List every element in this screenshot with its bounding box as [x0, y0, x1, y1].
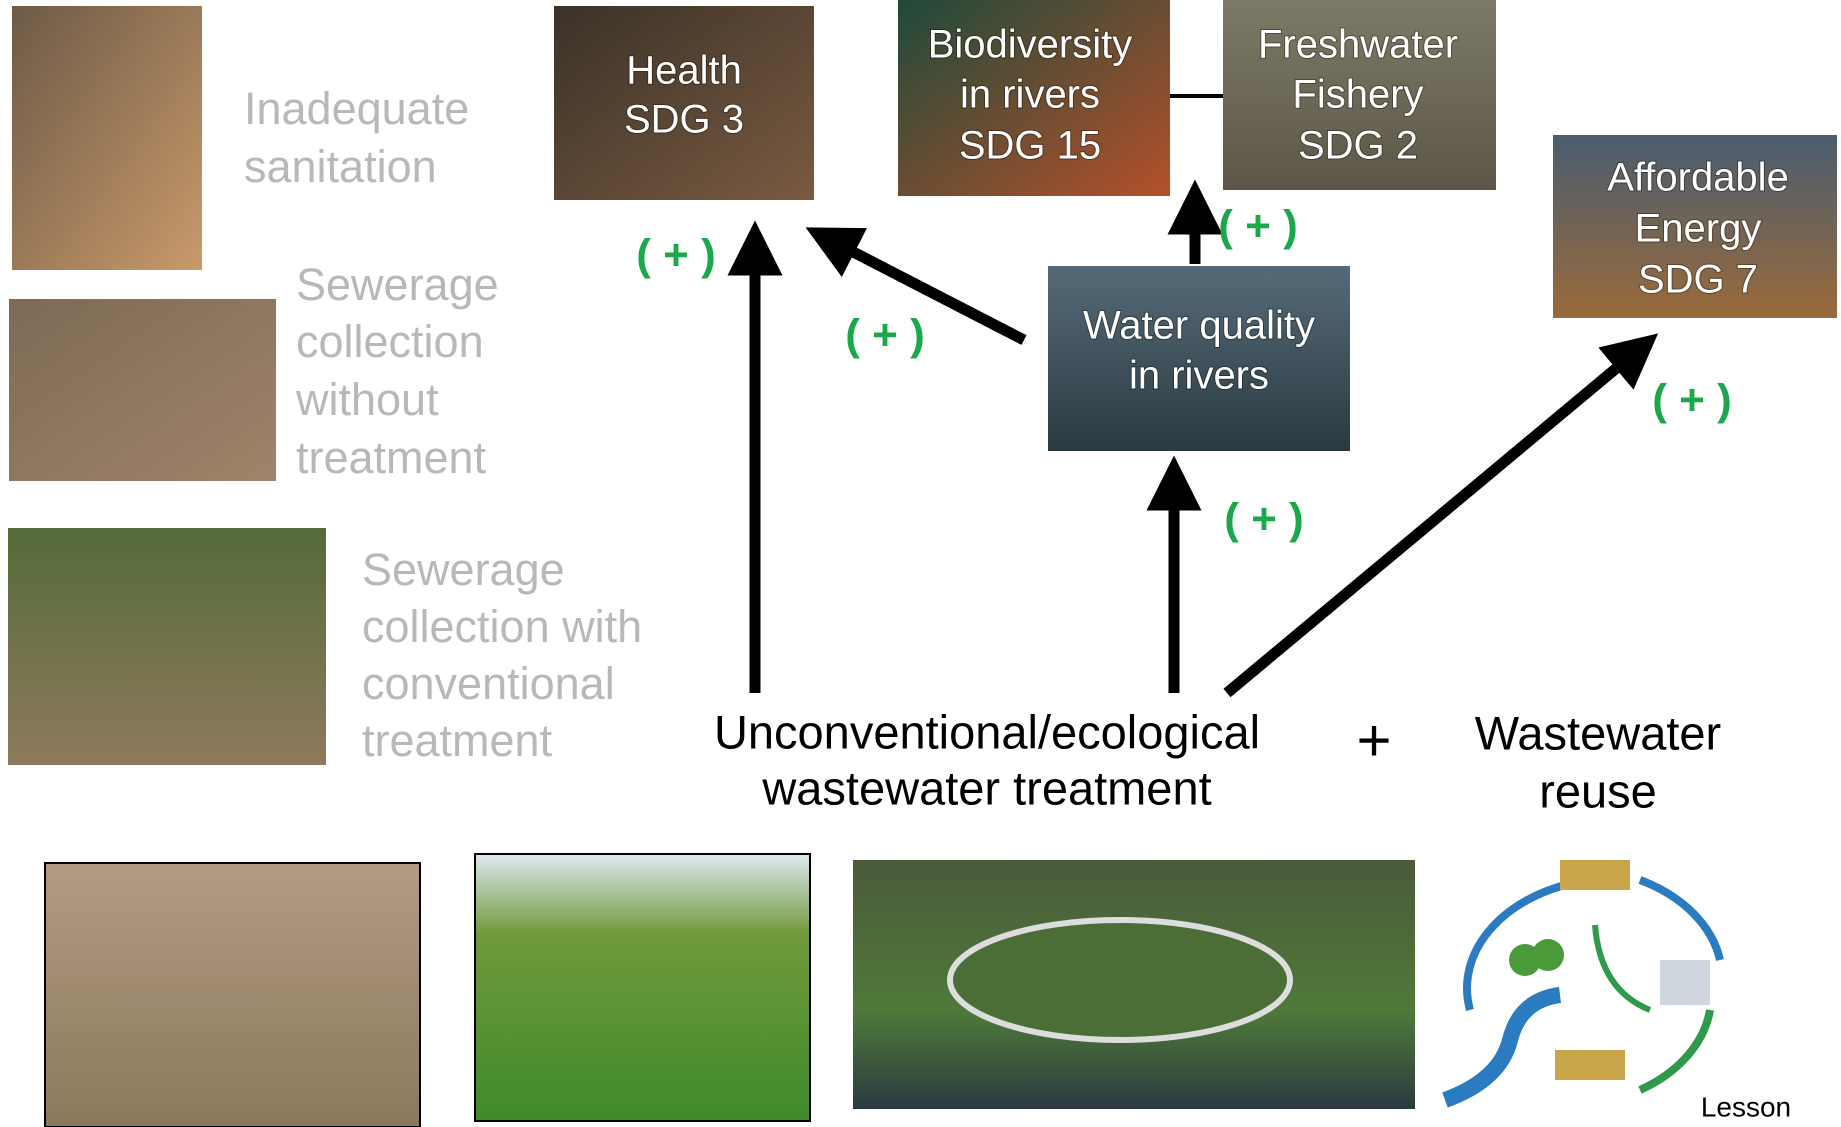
reuse-label: reuse	[1539, 764, 1657, 817]
effect-label: ( + )	[1652, 376, 1731, 425]
effect-label: ( + )	[1224, 495, 1303, 544]
tree	[1532, 939, 1564, 971]
photo	[12, 6, 202, 270]
approach-label: Inadequate	[244, 83, 469, 134]
plant	[1560, 860, 1630, 890]
cycle-arrow	[1595, 925, 1650, 1010]
outcome-label: Freshwater	[1258, 23, 1458, 67]
outcome-label: SDG 7	[1638, 258, 1758, 302]
footer: Lesson	[1701, 1091, 1791, 1122]
solution-label: wastewater treatment	[761, 761, 1211, 814]
approach-label: conventional	[362, 658, 615, 709]
outcome-label: in rivers	[960, 73, 1100, 117]
approach-label: treatment	[296, 432, 487, 483]
diagram: Inadequate sanitation Sewerage collectio…	[0, 0, 1841, 1127]
photo	[8, 528, 326, 765]
outcome-label: SDG 2	[1298, 124, 1418, 168]
outcome-label: Biodiversity	[928, 23, 1133, 67]
effect-label: ( + )	[845, 311, 924, 360]
outcome-label: Water quality	[1083, 304, 1315, 348]
approach-label: sanitation	[244, 141, 437, 192]
approach-label: collection with	[362, 601, 642, 652]
photo	[475, 854, 810, 1121]
approach-label: collection	[296, 316, 484, 367]
approach-label: Sewerage	[296, 259, 499, 310]
cycle-arrow	[1640, 880, 1720, 960]
outcome-label: Health	[626, 49, 742, 93]
approach-label: Sewerage	[362, 544, 565, 595]
photo	[45, 863, 420, 1127]
outcome-label: in rivers	[1129, 354, 1269, 398]
city	[1660, 960, 1710, 1005]
effect-label: ( + )	[1218, 202, 1297, 251]
effect-label: ( + )	[636, 231, 715, 280]
solution-label: Unconventional/ecological	[714, 705, 1260, 758]
cycle-illustration	[1445, 860, 1720, 1100]
approach-label: without	[295, 374, 439, 425]
photo	[9, 299, 276, 481]
cycle-arrow	[1640, 1010, 1710, 1090]
outcome-label: Affordable	[1607, 156, 1789, 200]
river	[1445, 995, 1560, 1100]
building	[950, 920, 1290, 1040]
outcome-label: Energy	[1635, 207, 1762, 251]
outcome-label: Fishery	[1292, 73, 1423, 117]
outcome-label: SDG 3	[624, 98, 744, 142]
approach-label: treatment	[362, 715, 553, 766]
reuse-label: Wastewater	[1475, 706, 1721, 759]
plant	[1555, 1050, 1625, 1080]
outcome-label: SDG 15	[959, 124, 1101, 168]
combine-sign: +	[1356, 707, 1391, 774]
